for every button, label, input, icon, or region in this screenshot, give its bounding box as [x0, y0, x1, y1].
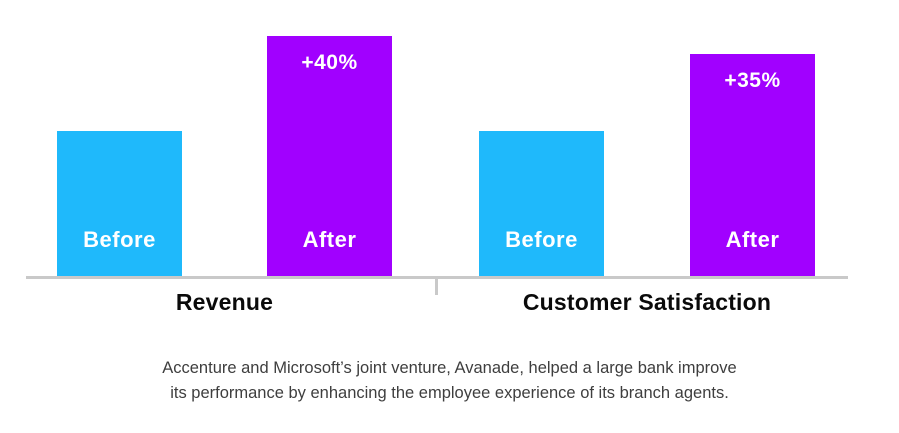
chart-caption: Accenture and Microsoft’s joint venture,…: [0, 356, 899, 406]
bar-revenue-before: Before: [57, 131, 182, 277]
bar-label-before: Before: [83, 227, 156, 252]
chart-plot-area: Before +40% After Before +35% After: [57, 36, 815, 277]
bar-label-after: After: [302, 227, 357, 252]
bar-revenue-after: +40% After: [267, 36, 392, 277]
delta-label-revenue: +40%: [301, 51, 358, 74]
caption-line-2: its performance by enhancing the employe…: [170, 384, 729, 402]
category-label-customer-satisfaction: Customer Satisfaction: [522, 289, 772, 315]
bar-satisfaction-before: Before: [479, 131, 604, 277]
bar-label-before: Before: [505, 227, 578, 252]
bar-satisfaction-after: +35% After: [690, 54, 815, 277]
caption-line-1: Accenture and Microsoft’s joint venture,…: [162, 359, 737, 377]
bar-label-after: After: [725, 227, 780, 252]
delta-label-satisfaction: +35%: [724, 69, 781, 92]
category-divider-tick: [435, 276, 438, 295]
category-label-revenue: Revenue: [175, 289, 274, 315]
